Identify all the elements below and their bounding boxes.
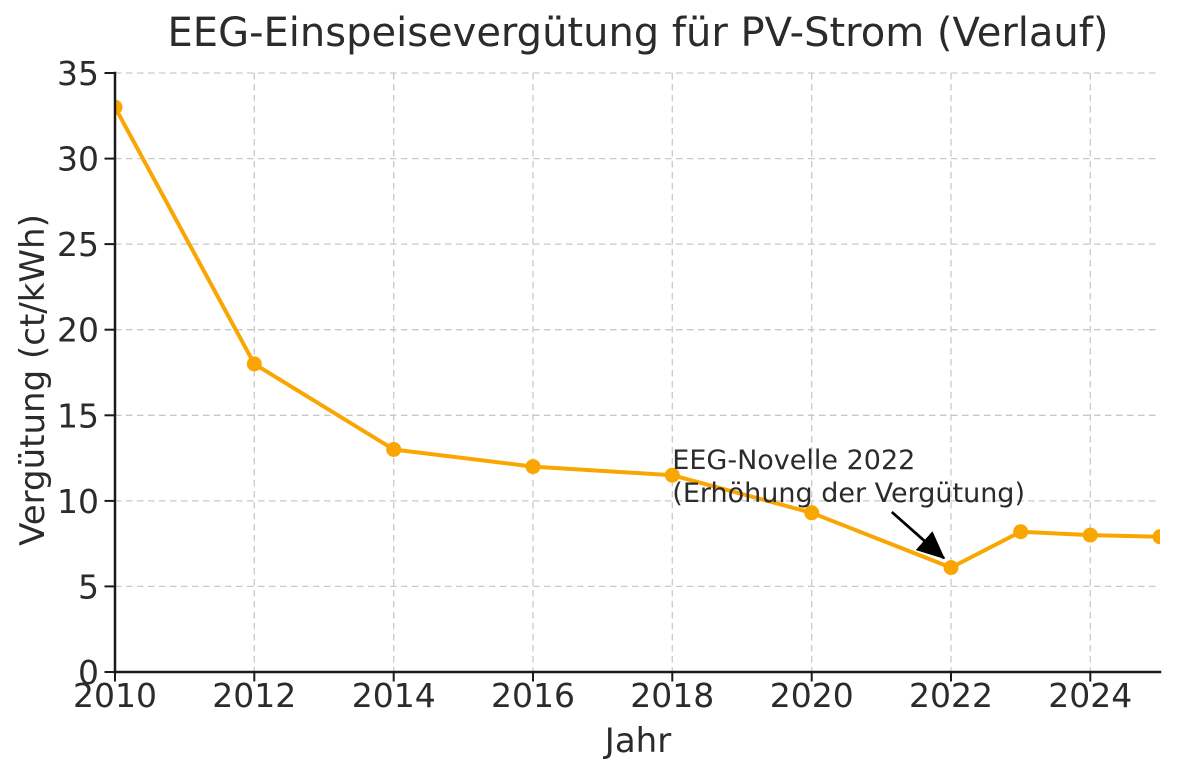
x-tick-label: 2014 [352,676,436,715]
chart-title: EEG-Einspeisevergütung für PV-Strom (Ver… [167,10,1109,56]
data-point-marker [1152,529,1160,545]
data-point-marker [943,560,959,576]
data-point-marker [525,459,541,475]
data-point-marker [246,356,262,372]
y-tick-label: 10 [57,482,99,521]
data-point-marker [804,505,820,521]
x-tick-label: 2016 [491,676,575,715]
annotation-text: EEG-Novelle 2022 (Erhöhung der Vergütung… [672,444,1025,510]
y-tick-label: 25 [57,225,99,264]
y-tick-label: 15 [57,396,99,435]
x-tick-label: 2024 [1048,676,1132,715]
annotation-line-1: EEG-Novelle 2022 [672,445,916,477]
y-axis-label: Vergütung (ct/kWh) [13,214,53,546]
data-point-marker [386,442,402,457]
data-point-marker [1013,524,1029,540]
data-point-marker [1082,527,1098,543]
x-tick-label: 2018 [630,676,714,715]
annotation-arrow [890,510,946,560]
annotation-line-2: (Erhöhung der Vergütung) [672,478,1025,510]
data-point-marker [115,99,123,115]
x-tick-label: 2012 [212,676,296,715]
data-point-marker [664,467,680,483]
y-tick-label: 5 [78,567,99,606]
x-tick-label: 2010 [73,676,157,715]
data-line [115,105,1160,570]
y-tick-label: 35 [57,54,99,93]
y-tick-label: 30 [57,140,99,179]
y-tick-label: 0 [78,653,99,692]
y-tick-label: 20 [57,311,99,350]
x-tick-label: 2020 [770,676,854,715]
x-axis-label: Jahr [604,721,672,761]
x-tick-label: 2022 [909,676,993,715]
